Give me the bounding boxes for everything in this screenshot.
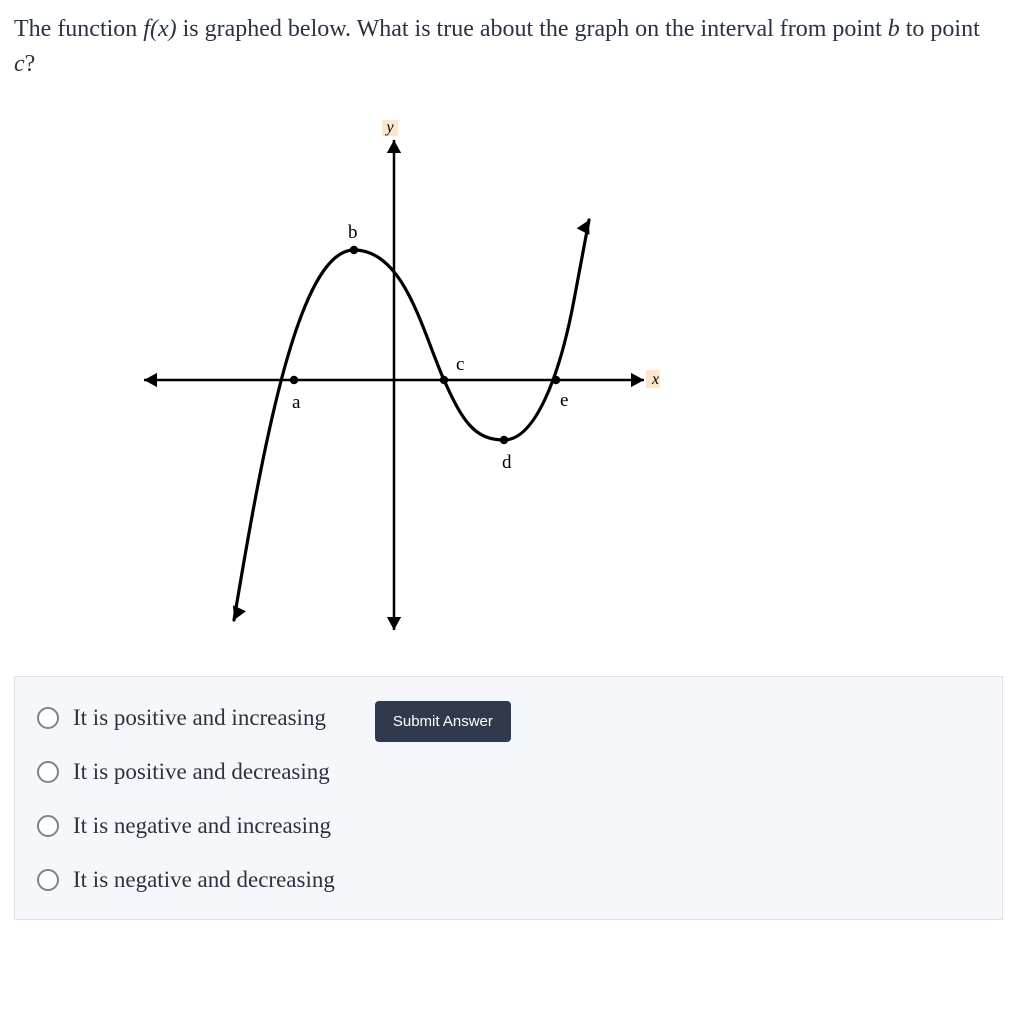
answer-panel: It is positive and increasing It is posit… (14, 676, 1003, 920)
options-list: It is positive and increasing It is posit… (37, 705, 335, 893)
svg-text:x: x (651, 371, 659, 388)
function-graph: y x a b c d e (124, 120, 664, 640)
option-opt-pos-dec[interactable]: It is positive and decreasing (37, 759, 335, 785)
q-mid2: to point (900, 16, 980, 42)
option-label: It is negative and decreasing (73, 867, 335, 893)
q-mid1: is graphed below. What is true about the… (177, 16, 888, 42)
question-text: The function f(x) is graphed below. What… (14, 12, 1003, 82)
option-label: It is negative and increasing (73, 813, 331, 839)
q-prefix: The function (14, 16, 143, 42)
q-pt1: b (888, 16, 900, 42)
radio-icon (37, 761, 59, 783)
option-opt-pos-inc[interactable]: It is positive and increasing (37, 705, 335, 731)
radio-icon (37, 707, 59, 729)
radio-icon (37, 815, 59, 837)
submit-button[interactable]: Submit Answer (375, 701, 511, 742)
svg-text:e: e (560, 390, 568, 411)
option-opt-neg-inc[interactable]: It is negative and increasing (37, 813, 335, 839)
option-opt-neg-dec[interactable]: It is negative and decreasing (37, 867, 335, 893)
q-pt2: c (14, 51, 25, 77)
q-suffix: ? (25, 51, 36, 77)
svg-text:c: c (456, 354, 464, 375)
svg-text:d: d (502, 452, 512, 473)
option-label: It is positive and increasing (73, 705, 326, 731)
radio-icon (37, 869, 59, 891)
svg-text:b: b (348, 222, 358, 243)
svg-text:a: a (292, 392, 301, 413)
graph-container: y x a b c d e (14, 90, 1003, 670)
option-label: It is positive and decreasing (73, 759, 330, 785)
q-fx: f(x) (143, 16, 176, 42)
svg-text:y: y (384, 120, 394, 136)
